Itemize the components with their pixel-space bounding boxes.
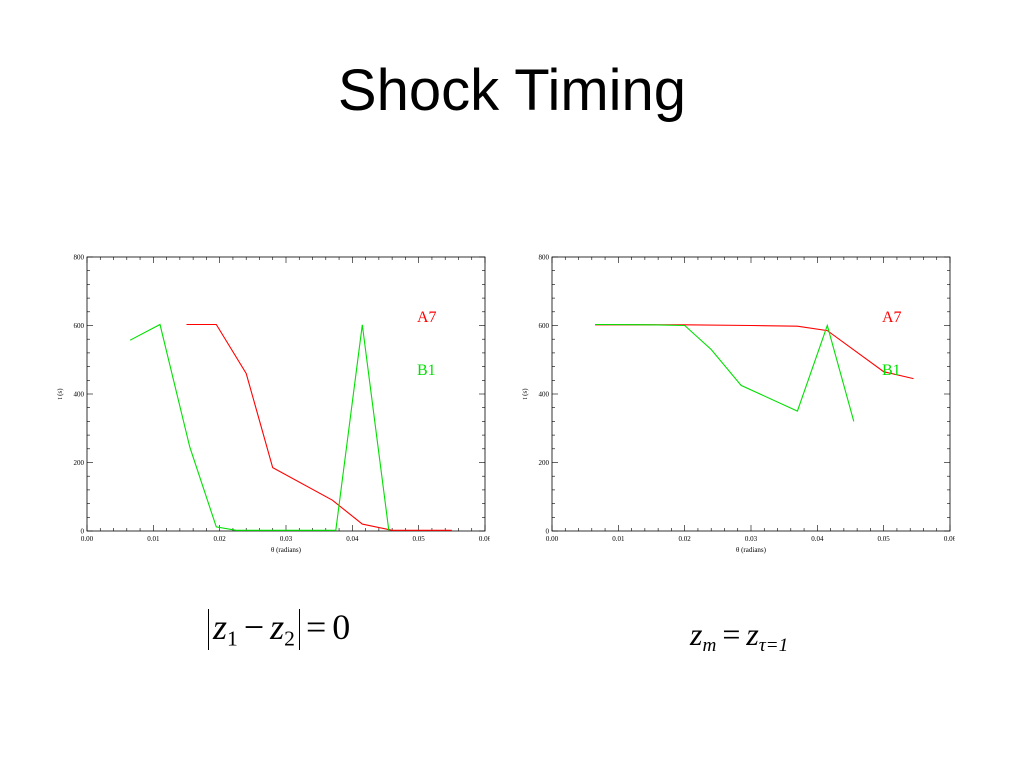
y-tick-label: 200 <box>539 459 550 467</box>
y-tick-label: 400 <box>74 391 85 399</box>
eq-right-z-tau: z <box>746 616 759 652</box>
x-axis-title: θ (radians) <box>736 546 767 554</box>
eq-left-sub1: 1 <box>227 626 238 651</box>
eq-left-z2: z <box>270 607 285 647</box>
x-axis-title: θ (radians) <box>271 546 302 554</box>
y-axis-title: t (s) <box>521 388 529 400</box>
plot-frame <box>551 256 951 532</box>
legend-label-a7: A7 <box>417 309 437 326</box>
series-line-b1 <box>129 323 390 531</box>
y-tick-label: 0 <box>81 528 85 536</box>
eq-right-sub-tau: τ=1 <box>758 634 789 656</box>
x-tick-label: 0.01 <box>612 535 625 543</box>
x-tick-label: 0.06 <box>479 535 490 543</box>
chart-svg: 0.00 0.01 0.02 0.03 0.04 0.05 0.06 0 200 400 600 80… <box>56 254 490 555</box>
eq-right-equals: = <box>722 616 741 652</box>
y-tick-label: 800 <box>74 254 85 262</box>
eq-left-equals: = <box>305 607 327 647</box>
x-tick-label: 0.02 <box>679 535 692 543</box>
eq-right-sub-m: m <box>702 634 717 656</box>
y-tick-label: 800 <box>539 254 550 262</box>
y-tick-label: 400 <box>539 391 550 399</box>
y-tick-label: 0 <box>546 528 550 536</box>
legend-label-b1: B1 <box>417 362 436 379</box>
plot-frame <box>86 256 486 532</box>
legend-label-b1: B1 <box>882 362 901 379</box>
x-tick-label: 0.04 <box>346 535 359 543</box>
y-tick-label: 600 <box>539 322 550 330</box>
x-tick-label: 0.03 <box>745 535 758 543</box>
eq-left-rhs: 0 <box>332 607 351 647</box>
chart-svg: 0.00 0.01 0.02 0.03 0.04 0.05 0.06 0 200 400 600 80… <box>521 254 955 555</box>
y-axis-title: t (s) <box>56 388 64 400</box>
x-tick-label: 0.00 <box>546 535 559 543</box>
x-tick-label: 0.06 <box>944 535 955 543</box>
chart-right: 0.00 0.01 0.02 0.03 0.04 0.05 0.06 0 200 400 600 80… <box>515 245 955 565</box>
series-line-b1 <box>595 323 855 422</box>
absolute-value-bars: z1− z2 <box>208 607 300 651</box>
eq-left-sub2: 2 <box>284 626 295 651</box>
x-tick-label: 0.03 <box>280 535 293 543</box>
chart-left: 0.00 0.01 0.02 0.03 0.04 0.05 0.06 0 200 400 600 80… <box>50 245 490 565</box>
eq-left-minus: − <box>243 607 265 647</box>
equation-abs-difference: z1− z2 = 0 <box>208 607 351 651</box>
x-tick-label: 0.01 <box>147 535 160 543</box>
x-tick-label: 0.05 <box>878 535 891 543</box>
x-tick-label: 0.00 <box>81 535 94 543</box>
x-tick-label: 0.05 <box>413 535 426 543</box>
y-tick-label: 600 <box>74 322 85 330</box>
eq-right-z: z <box>690 616 703 652</box>
series-line-a7 <box>595 324 914 380</box>
legend-label-a7: A7 <box>882 309 902 326</box>
eq-left-z1: z <box>213 607 228 647</box>
y-tick-label: 200 <box>74 459 85 467</box>
series-line-a7 <box>186 323 452 531</box>
equation-zm: zm = zτ=1 <box>690 618 788 655</box>
x-tick-label: 0.04 <box>811 535 824 543</box>
slide-title: Shock Timing <box>337 58 687 123</box>
x-tick-label: 0.02 <box>214 535 227 543</box>
